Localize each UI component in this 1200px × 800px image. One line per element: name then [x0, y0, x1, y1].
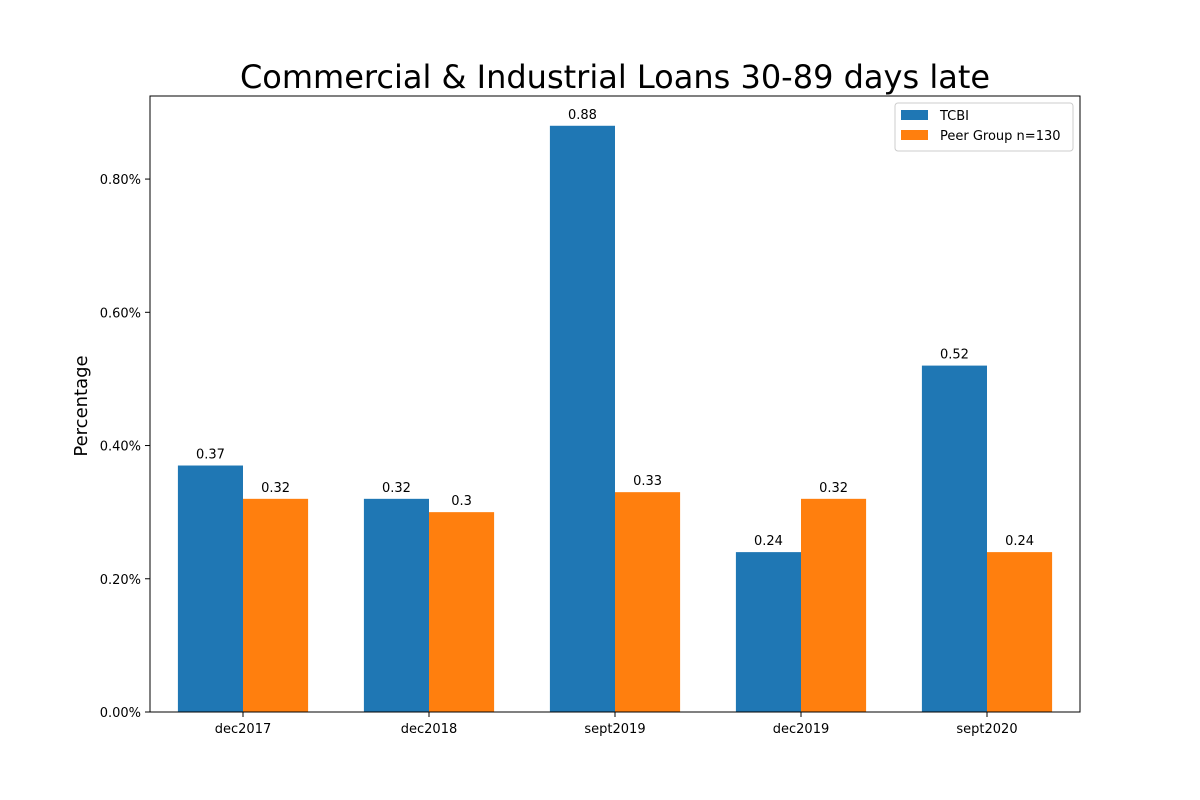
bar-peer-group: [429, 512, 495, 712]
data-label: 0.32: [819, 481, 848, 496]
chart-title: Commercial & Industrial Loans 30-89 days…: [240, 58, 990, 96]
bar-peer-group: [243, 498, 309, 712]
bar-tcbi: [735, 552, 801, 712]
legend-swatch: [901, 130, 928, 140]
data-label: 0.88: [568, 108, 597, 123]
y-axis-label: Percentage: [71, 355, 92, 456]
bar-peer-group: [987, 552, 1053, 712]
legend-label: Peer Group n=130: [940, 129, 1061, 144]
y-tick-label: 0.60%: [100, 306, 141, 321]
legend-box: [894, 102, 1074, 152]
legend-label: TCBI: [939, 109, 969, 124]
legend-swatch: [901, 110, 928, 120]
x-tick-label: sept2020: [956, 722, 1017, 737]
axis-ticks: 0.00% 0.20% 0.40% 0.60% 0.80% dec2017 dec2018 s…: [100, 173, 1018, 737]
data-label: 0.37: [196, 448, 225, 463]
data-label: 0.24: [1005, 534, 1034, 549]
y-tick-label: 0.80%: [100, 173, 141, 188]
y-tick-label: 0.00%: [100, 706, 141, 721]
bar-tcbi: [363, 498, 429, 712]
bar-tcbi: [177, 465, 243, 712]
data-label: 0.52: [940, 348, 969, 363]
y-tick-label: 0.40%: [100, 440, 141, 455]
bar-tcbi: [921, 365, 987, 712]
plot-frame: [149, 95, 1081, 713]
bars: [177, 125, 1053, 712]
x-tick-label: dec2017: [215, 722, 271, 737]
data-label: 0.32: [261, 481, 290, 496]
data-label: 0.24: [754, 534, 783, 549]
data-label: 0.3: [451, 494, 472, 509]
legend: TCBI Peer Group n=130: [894, 102, 1074, 152]
bar-peer-group: [801, 498, 867, 712]
data-label: 0.32: [382, 481, 411, 496]
x-tick-label: sept2019: [584, 722, 645, 737]
data-label: 0.33: [633, 474, 662, 489]
x-tick-label: dec2019: [773, 722, 829, 737]
data-labels: 0.37 0.32 0.32 0.3 0.88 0.33 0.24 0.32 0.52 0.24: [196, 108, 1034, 549]
y-tick-label: 0.20%: [100, 573, 141, 588]
bar-peer-group: [615, 492, 681, 712]
x-tick-label: dec2018: [401, 722, 457, 737]
bar-tcbi: [549, 125, 615, 712]
